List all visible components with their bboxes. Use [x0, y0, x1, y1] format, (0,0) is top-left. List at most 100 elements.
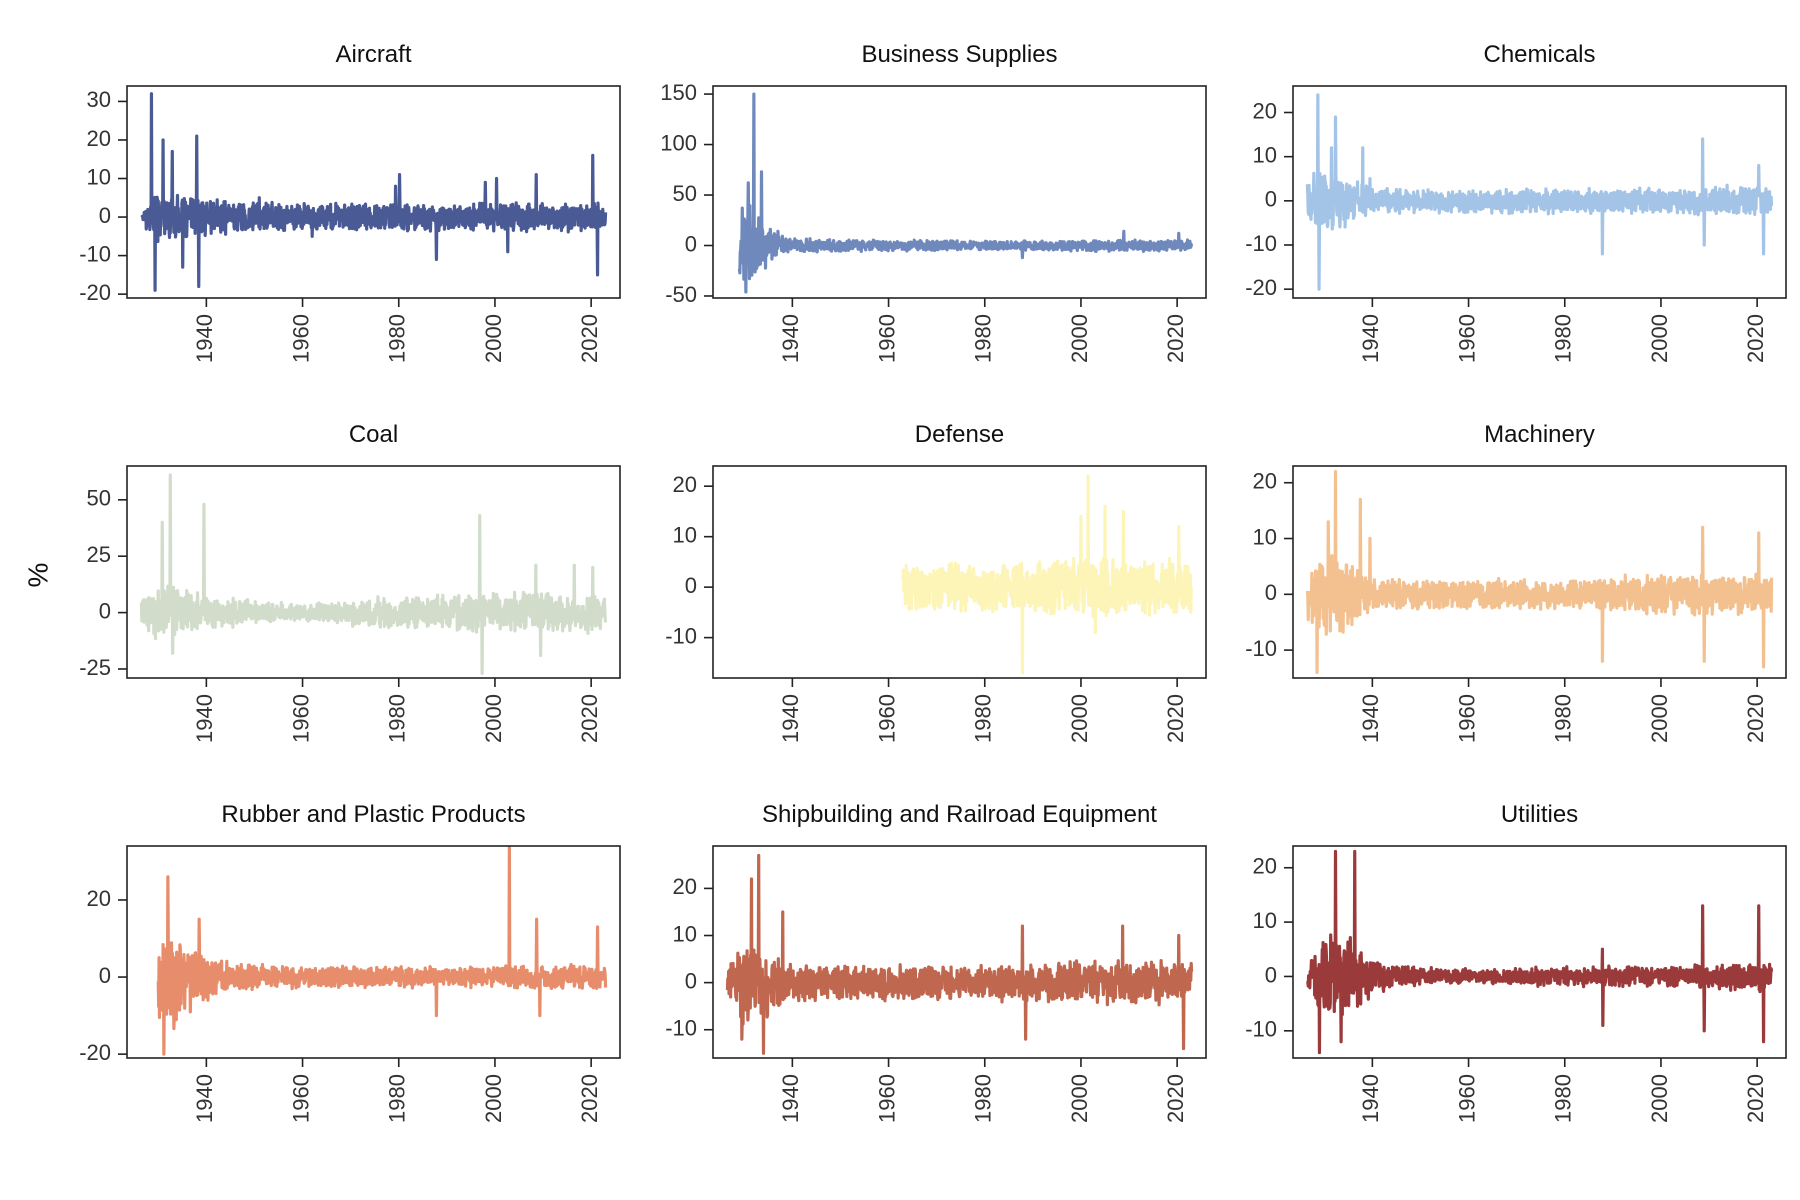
- y-tick-label: 10: [1253, 908, 1277, 933]
- y-tick-label: 25: [87, 542, 111, 567]
- x-tick-label: 1940: [1358, 694, 1383, 743]
- y-tick-label: 50: [673, 181, 697, 206]
- x-tick-label: 2020: [1743, 1074, 1768, 1123]
- series-line: [725, 853, 1194, 1055]
- y-tick-label: 30: [87, 87, 111, 112]
- x-tick-label: 1960: [288, 314, 313, 363]
- y-tick-label: -10: [1245, 231, 1277, 256]
- x-tick-label: 2000: [481, 694, 506, 743]
- panel-title: Business Supplies: [861, 41, 1057, 68]
- y-tick-label: -20: [1245, 275, 1277, 300]
- plot-frame: [1292, 845, 1787, 1059]
- y-tick-label: 0: [99, 598, 111, 623]
- y-tick-label: 20: [1253, 854, 1277, 879]
- x-tick-label: 2000: [1647, 1074, 1672, 1123]
- x-tick-label: 1980: [1551, 314, 1576, 363]
- x-tick-label: 1980: [971, 694, 996, 743]
- y-tick-label: -10: [79, 241, 111, 266]
- y-tick-label: -10: [665, 623, 697, 648]
- x-tick-label: 2020: [577, 1074, 602, 1123]
- x-tick-label: 2000: [481, 314, 506, 363]
- panel-title: Shipbuilding and Railroad Equipment: [762, 801, 1157, 828]
- x-tick-label: 2020: [577, 314, 602, 363]
- panel-title: Utilities: [1501, 801, 1578, 828]
- series-line: [901, 474, 1194, 675]
- x-tick-label: 2020: [1743, 694, 1768, 743]
- y-tick-label: 20: [1253, 469, 1277, 494]
- y-tick-label: 0: [685, 573, 697, 598]
- series-line: [1306, 849, 1774, 1055]
- x-tick-label: 1980: [971, 314, 996, 363]
- series-line: [139, 473, 608, 676]
- panel-business-supplies: Business Supplies 150 100 50 0 -50 1940 1960 198…: [660, 41, 1207, 363]
- panel-title: Defense: [915, 421, 1004, 448]
- y-tick-label: -50: [665, 282, 697, 307]
- y-tick-label: 10: [673, 921, 697, 946]
- x-tick-label: 1940: [1358, 314, 1383, 363]
- x-tick-label: 2000: [481, 1074, 506, 1123]
- x-tick-label: 1960: [874, 1074, 899, 1123]
- y-axis-label: %: [22, 563, 53, 588]
- x-tick-label: 2000: [1647, 314, 1672, 363]
- y-tick-label: 50: [87, 486, 111, 511]
- x-tick-label: 1960: [288, 694, 313, 743]
- x-tick-label: 1980: [385, 694, 410, 743]
- panel-title: Aircraft: [335, 41, 411, 68]
- series-line: [737, 92, 1194, 294]
- y-tick-label: 0: [685, 968, 697, 993]
- y-tick-label: -20: [79, 1040, 111, 1065]
- y-tick-label: 20: [87, 886, 111, 911]
- x-tick-label: 1960: [288, 1074, 313, 1123]
- y-tick-label: 10: [87, 164, 111, 189]
- x-tick-label: 1960: [874, 314, 899, 363]
- y-tick-label: -25: [79, 655, 111, 680]
- plot-frame: [1292, 85, 1787, 299]
- series-line: [1305, 93, 1774, 291]
- y-tick-label: -10: [1245, 636, 1277, 661]
- y-tick-label: -10: [1245, 1017, 1277, 1042]
- y-tick-label: 100: [660, 130, 697, 155]
- y-tick-label: -10: [665, 1016, 697, 1041]
- panel-utilities: Utilities 20 10 0 -10 1940 1960 1980 2000 2020: [1245, 801, 1787, 1123]
- x-tick-label: 1960: [874, 694, 899, 743]
- x-tick-label: 2020: [1743, 314, 1768, 363]
- y-tick-label: 10: [673, 522, 697, 547]
- plot-frame: [712, 465, 1207, 679]
- plot-frame: [126, 465, 621, 679]
- x-tick-label: 1980: [1551, 1074, 1576, 1123]
- panel-rubber-and-plastic-products: Rubber and Plastic Products 20 0 -20 1940 196…: [79, 801, 621, 1123]
- x-tick-label: 2000: [1067, 1074, 1092, 1123]
- y-tick-label: 0: [685, 231, 697, 256]
- y-tick-label: 0: [1265, 962, 1277, 987]
- panel-chemicals: Chemicals 20 10 0 -10 -20 1940 1960 1980 2000 2020: [1245, 41, 1787, 363]
- series-line: [1305, 469, 1774, 675]
- series-line: [156, 846, 608, 1056]
- y-tick-label: 20: [1253, 98, 1277, 123]
- x-tick-label: 2020: [1163, 314, 1188, 363]
- x-tick-label: 2000: [1067, 694, 1092, 743]
- panel-title: Coal: [349, 421, 398, 448]
- x-tick-label: 1940: [1358, 1074, 1383, 1123]
- x-tick-label: 1980: [1551, 694, 1576, 743]
- x-tick-label: 1980: [971, 1074, 996, 1123]
- x-tick-label: 1940: [778, 1074, 803, 1123]
- y-tick-label: 0: [1265, 580, 1277, 605]
- x-tick-label: 1960: [1454, 694, 1479, 743]
- y-tick-label: 0: [1265, 187, 1277, 212]
- plot-frame: [712, 845, 1207, 1059]
- x-tick-label: 1960: [1454, 1074, 1479, 1123]
- y-tick-label: 0: [99, 963, 111, 988]
- y-tick-label: 20: [673, 874, 697, 899]
- panel-aircraft: Aircraft 30 20 10 0 -10 -20 1940 1960 1980 2000 202…: [79, 41, 621, 363]
- plot-frame: [126, 85, 621, 299]
- plot-frame: [126, 845, 621, 1059]
- x-tick-label: 2020: [1163, 1074, 1188, 1123]
- y-tick-label: 20: [87, 126, 111, 151]
- y-tick-label: 20: [673, 472, 697, 497]
- x-tick-label: 1940: [192, 1074, 217, 1123]
- panel-title: Chemicals: [1483, 41, 1595, 68]
- x-tick-label: 1940: [778, 314, 803, 363]
- panel-defense: Defense 20 10 0 -10 1940 1960 1980 2000 2020: [665, 421, 1207, 743]
